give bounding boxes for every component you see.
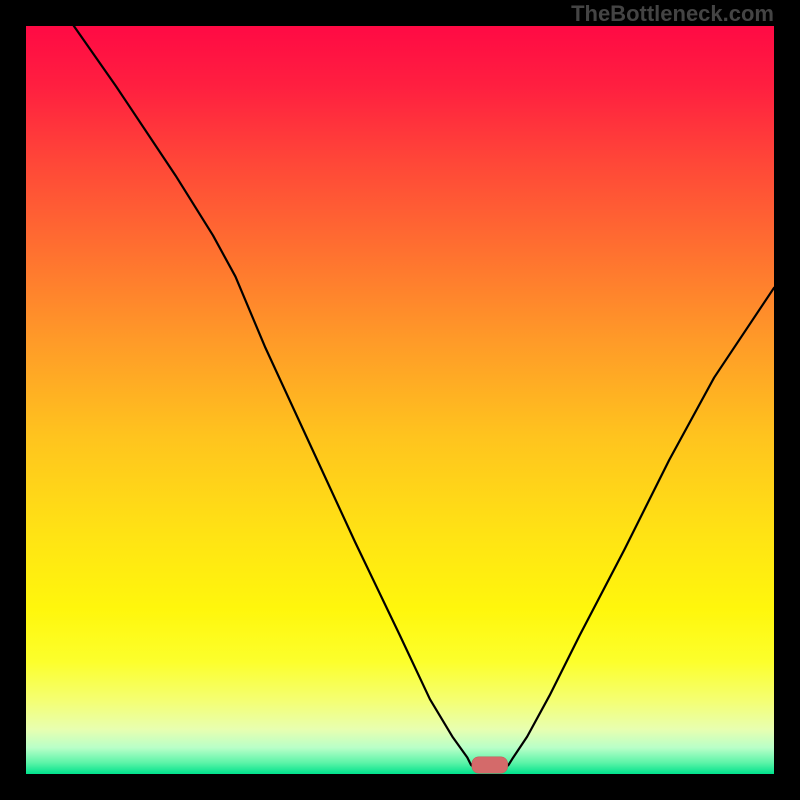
optimal-point-marker (472, 757, 508, 773)
bottleneck-chart-svg (26, 26, 774, 774)
gradient-background (26, 26, 774, 774)
watermark-text: TheBottleneck.com (571, 1, 774, 26)
watermark-label: TheBottleneck.com (571, 1, 774, 27)
chart-container: TheBottleneck.com (0, 0, 800, 800)
plot-area (26, 26, 774, 774)
